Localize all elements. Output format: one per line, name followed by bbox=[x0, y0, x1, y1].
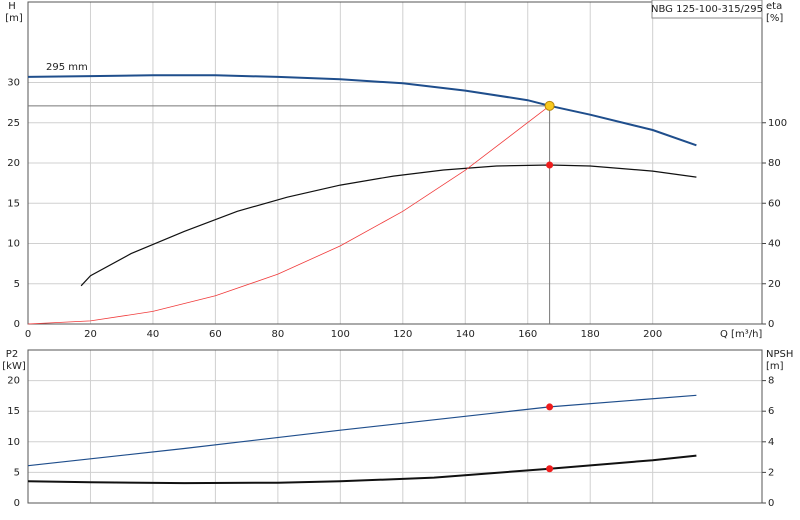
x-tick-label: 40 bbox=[147, 329, 160, 340]
curve bbox=[27, 394, 697, 467]
plot-frame bbox=[27, 349, 763, 504]
y2-tick-label: 20 bbox=[768, 279, 781, 290]
y-tick-label: 20 bbox=[7, 158, 20, 169]
y-tick-label: 0 bbox=[14, 319, 20, 330]
y2-tick-label: 40 bbox=[768, 239, 781, 250]
y-tick-label: 0 bbox=[14, 498, 20, 509]
curve bbox=[80, 164, 697, 287]
curve bbox=[27, 454, 697, 485]
curve bbox=[27, 105, 550, 325]
y-tick-label: 10 bbox=[7, 239, 20, 250]
x-tick-label: 160 bbox=[518, 329, 537, 340]
plot-frame bbox=[27, 1, 763, 325]
duty-point bbox=[544, 100, 555, 111]
x-tick-label: 120 bbox=[393, 329, 412, 340]
y2-tick-label: 0 bbox=[768, 319, 774, 330]
y2-tick-label: 6 bbox=[768, 406, 774, 417]
x-tick-label: 140 bbox=[456, 329, 475, 340]
x-tick-label: 180 bbox=[581, 329, 600, 340]
y2-tick-label: 8 bbox=[768, 376, 774, 387]
x-tick-label: 80 bbox=[272, 329, 285, 340]
x-tick-label: 100 bbox=[331, 329, 350, 340]
y2-tick-label: 4 bbox=[768, 437, 774, 448]
duty-point bbox=[546, 403, 554, 411]
y2-tick-label: 0 bbox=[768, 498, 774, 509]
y2-tick-label: 60 bbox=[768, 198, 781, 209]
y-tick-label: 25 bbox=[7, 118, 20, 129]
model-box bbox=[651, 0, 763, 19]
y-tick-label: 20 bbox=[7, 376, 20, 387]
y-tick-label: 10 bbox=[7, 437, 20, 448]
y2-axis-unit: [m] bbox=[766, 361, 784, 372]
duty-point bbox=[546, 465, 554, 473]
y-tick-label: 30 bbox=[7, 78, 20, 89]
x-tick-label: 200 bbox=[643, 329, 662, 340]
y2-axis-label: eta bbox=[766, 1, 782, 12]
x-axis-label: Q [m³/h] bbox=[720, 329, 762, 340]
annotation: 295 mm bbox=[46, 62, 88, 73]
y-tick-label: 5 bbox=[14, 279, 20, 290]
y2-axis-label: NPSH bbox=[766, 349, 793, 360]
y-tick-label: 5 bbox=[14, 467, 20, 478]
curve bbox=[27, 74, 697, 147]
y-axis-unit: [m] bbox=[5, 13, 23, 24]
duty-point bbox=[546, 161, 554, 169]
x-tick-label: 20 bbox=[84, 329, 97, 340]
y2-tick-label: 100 bbox=[768, 118, 787, 129]
x-tick-label: 0 bbox=[25, 329, 31, 340]
x-tick-label: 60 bbox=[209, 329, 222, 340]
y-tick-label: 15 bbox=[7, 198, 20, 209]
y-axis-label: P2 bbox=[6, 349, 18, 360]
y-axis-unit: [kW] bbox=[2, 361, 26, 372]
y-tick-label: 15 bbox=[7, 406, 20, 417]
y2-axis-unit: [%] bbox=[766, 13, 783, 24]
y2-tick-label: 2 bbox=[768, 467, 774, 478]
y-axis-label: H bbox=[8, 1, 16, 12]
y2-tick-label: 80 bbox=[768, 158, 781, 169]
model-label: NBG 125-100-315/295 bbox=[651, 4, 763, 15]
